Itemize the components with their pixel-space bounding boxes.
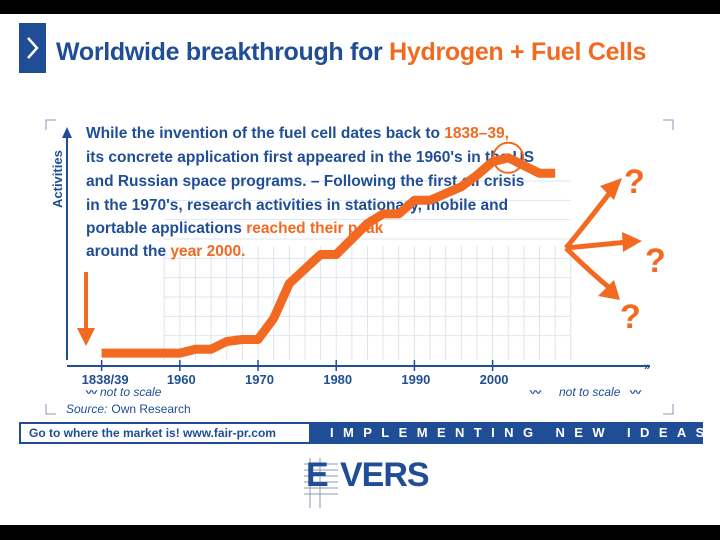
desc-6a: around the (86, 243, 170, 260)
x-tick-label: 1960 (167, 372, 196, 387)
description-text: While the invention of the fuel cell dat… (86, 125, 534, 260)
description-line-2: its concrete application first appeared … (86, 149, 534, 166)
not-to-scale-right: not to scale (559, 385, 621, 399)
chevron-right-icon (27, 37, 39, 59)
wave-icon: 〰 (529, 387, 542, 399)
wave-icon: 〰 (85, 387, 98, 399)
description-line-3: and Russian space programs. – Following … (86, 173, 524, 190)
question-mark-bottom: ? (620, 298, 641, 336)
desc-1b: 1838–39, (444, 125, 509, 142)
y-axis-arrow (62, 127, 72, 138)
origin-arrow-icon (77, 272, 95, 346)
arrow-up-icon (564, 188, 614, 250)
footer-link[interactable]: Go to where the market is! www.fair-pr.c… (21, 424, 309, 442)
arrow-heads (598, 178, 642, 300)
source-label: Source: (66, 402, 107, 416)
question-mark-middle: ? (645, 242, 666, 280)
footer-tagline: IMPLEMENTING NEW IDEAS (330, 425, 714, 440)
source-line: Source: Own Research (66, 402, 191, 416)
logo-letter-e: E (306, 456, 329, 494)
x-axis-arrow-icon: » (644, 361, 650, 373)
x-tick-label: 1980 (323, 372, 352, 387)
arrow-down-icon (564, 246, 614, 292)
x-tick-label: 2000 (480, 372, 509, 387)
x-tick-label: 1838/39 (82, 372, 129, 387)
source-value: Own Research (111, 402, 190, 416)
page-title: Worldwide breakthrough for Hydrogen + Fu… (56, 38, 646, 67)
x-tick-label: 1970 (245, 372, 274, 387)
logo-mark-icon (304, 458, 338, 508)
question-mark-top: ? (624, 163, 645, 201)
frame-corners (45, 119, 674, 415)
description-line-1: While the invention of the fuel cell dat… (86, 125, 509, 142)
description-line-5: portable applications reached their peak (86, 220, 384, 237)
description-line-4: in the 1970's, research activities in st… (86, 197, 508, 214)
wave-icon: 〰 (629, 387, 642, 399)
desc-5b: reached their peak (246, 220, 383, 237)
y-axis-label: Activities (50, 150, 65, 208)
future-arrows (564, 188, 629, 292)
description-line-6: around the year 2000. (86, 243, 245, 260)
x-tick-label: 1990 (401, 372, 430, 387)
arrow-right-icon (565, 239, 629, 251)
desc-6b: year 2000. (170, 243, 245, 260)
title-highlight: Hydrogen + Fuel Cells (389, 38, 647, 66)
not-to-scale-left: not to scale (100, 385, 162, 399)
logo-text: VERS (340, 456, 430, 494)
chevron-badge (19, 23, 46, 73)
series-line (101, 153, 556, 358)
title-main: Worldwide breakthrough for (56, 38, 390, 66)
question-marks: ? ? ? (620, 163, 666, 336)
desc-1a: While the invention of the fuel cell dat… (86, 125, 444, 142)
peak-marker (492, 141, 525, 174)
x-ticks: 1838/39 1960 1970 1980 1990 2000 (82, 360, 509, 387)
scale-notes: 〰 not to scale 〰 not to scale 〰 (85, 385, 642, 399)
desc-5a: portable applications (86, 220, 246, 237)
